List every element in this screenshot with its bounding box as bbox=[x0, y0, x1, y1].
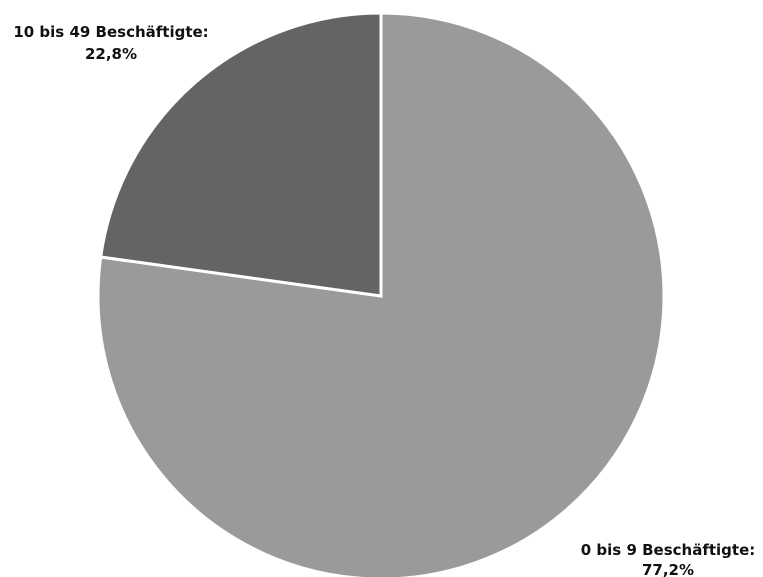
pie-slice-1 bbox=[99, 11, 383, 298]
pie-slices bbox=[96, 11, 666, 577]
slice-value-small: 22,8% bbox=[85, 45, 137, 63]
slice-label-large: 0 bis 9 Beschäftigte: bbox=[581, 541, 756, 559]
slice-label-small: 10 bis 49 Beschäftigte: bbox=[13, 23, 208, 41]
slice-value-large: 77,2% bbox=[642, 561, 694, 577]
pie-slice-0 bbox=[96, 11, 666, 577]
